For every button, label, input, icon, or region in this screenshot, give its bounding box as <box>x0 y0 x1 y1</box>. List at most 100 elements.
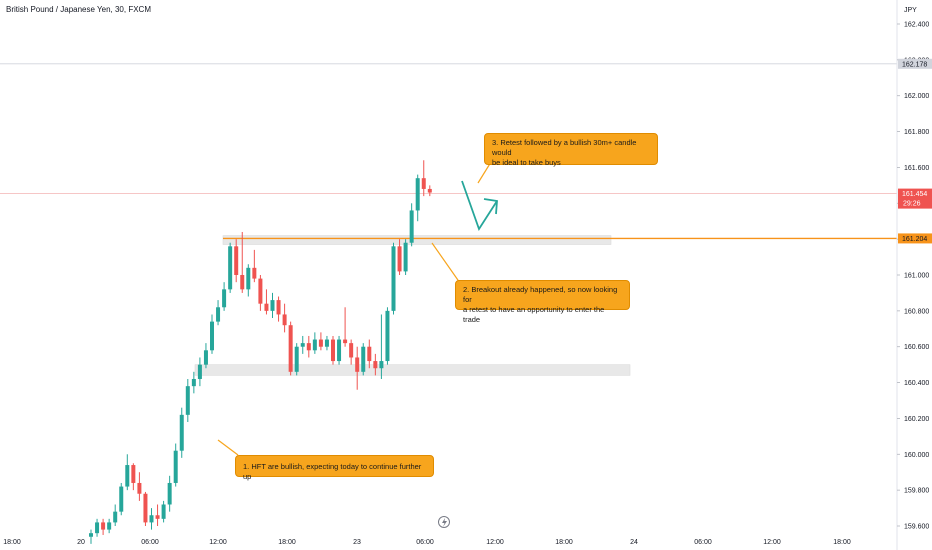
chart-title: British Pound / Japanese Yen, 30, FXCM <box>6 5 151 14</box>
candle-body <box>107 522 112 530</box>
projection-arrow-head <box>483 198 498 215</box>
candle-body <box>367 346 372 362</box>
candle-body <box>234 246 239 275</box>
candle-body <box>101 522 106 530</box>
candle-body <box>222 289 227 308</box>
callout-pointer-3 <box>477 161 492 184</box>
candle-body <box>288 325 293 372</box>
price-tick-label: 160.000 <box>904 452 929 459</box>
candle <box>264 289 269 315</box>
candle <box>216 300 221 326</box>
callout-note-1-text: 1. HFT are bullish, expecting today to c… <box>243 462 422 481</box>
candle <box>161 500 166 523</box>
high-price-tag-bg <box>898 58 932 69</box>
candle-body <box>252 267 257 279</box>
candle <box>355 346 360 390</box>
candle-body <box>185 386 190 415</box>
candle-body <box>155 515 160 519</box>
callout-note-2-line-1: 2. Breakout already happened, so now loo… <box>463 285 618 304</box>
candle <box>397 239 402 275</box>
price-axis-currency: JPY <box>904 7 917 14</box>
candle <box>282 303 287 333</box>
price-tick-label: 160.400 <box>904 380 929 387</box>
level-price-tag: 161.204 <box>902 236 927 243</box>
candle-body <box>343 339 348 344</box>
candle-body <box>361 346 366 372</box>
candle <box>95 518 100 537</box>
candle-body <box>119 486 124 512</box>
callout-note-1[interactable]: 1. HFT are bullish, expecting today to c… <box>235 455 434 481</box>
candle-body <box>379 361 384 369</box>
candle-body <box>403 242 408 272</box>
candle <box>343 307 348 347</box>
high-price-tag: 162.178 <box>902 61 927 68</box>
candle-body <box>179 414 184 451</box>
level-price-tag-bg <box>898 233 932 244</box>
candle-body <box>149 515 154 523</box>
candle <box>324 335 329 351</box>
candle-body <box>167 482 172 505</box>
candle <box>228 242 233 293</box>
candle-body <box>131 465 136 483</box>
lightning-icon[interactable] <box>438 516 450 528</box>
candle-body <box>421 178 426 189</box>
candle-body <box>264 303 269 311</box>
candle <box>246 264 251 297</box>
callout-note-2[interactable]: 2. Breakout already happened, so now loo… <box>455 280 630 324</box>
candle-body <box>337 339 342 362</box>
candle-body <box>89 533 93 537</box>
price-tick-label: 161.800 <box>904 129 929 136</box>
time-tick-label: 18:00 <box>278 539 296 546</box>
range-zone <box>194 364 631 376</box>
candle-body <box>95 522 100 534</box>
candle <box>270 292 275 319</box>
candle <box>367 339 372 369</box>
candle <box>409 203 414 247</box>
callout-note-3[interactable]: 3. Retest followed by a bullish 30m+ can… <box>484 133 658 167</box>
candle <box>185 378 190 423</box>
candle-body <box>113 511 118 523</box>
candle <box>137 472 142 501</box>
candle <box>234 239 239 283</box>
candle-body <box>397 246 402 272</box>
time-tick-label: 24 <box>630 539 638 546</box>
time-tick-label: 12:00 <box>209 539 227 546</box>
candle-body <box>173 450 178 483</box>
candle <box>197 357 202 387</box>
candle <box>107 518 112 534</box>
candle <box>385 307 390 365</box>
candle <box>306 335 311 358</box>
candle <box>349 339 354 365</box>
candle <box>210 314 214 354</box>
time-tick-label: 06:00 <box>141 539 159 546</box>
time-tick-label: 18:00 <box>833 539 851 546</box>
candle-body <box>203 350 208 365</box>
candle-body <box>306 343 311 351</box>
price-tick-label: 161.000 <box>904 273 929 280</box>
time-tick-label: 06:00 <box>694 539 712 546</box>
candle-body <box>258 278 263 304</box>
callout-note-3-line-2: be ideal to take buys <box>492 158 561 167</box>
last-price-tag-bg <box>898 188 932 209</box>
candle <box>125 454 130 491</box>
candle-body <box>427 188 432 193</box>
candle <box>131 463 136 491</box>
candle <box>258 275 263 311</box>
candle <box>149 508 154 530</box>
candle <box>113 504 118 526</box>
candle-body <box>349 343 354 358</box>
price-tick-label: 160.200 <box>904 416 929 423</box>
candle <box>143 491 148 526</box>
candle-body <box>331 339 335 362</box>
candle <box>415 174 420 222</box>
candle-body <box>161 504 166 519</box>
candle-body <box>228 246 233 290</box>
price-tick-label: 162.000 <box>904 93 929 100</box>
candle-body <box>294 346 299 372</box>
price-tick-label: 161.600 <box>904 165 929 172</box>
candle <box>331 335 335 365</box>
candle <box>240 231 245 293</box>
candle <box>361 343 366 376</box>
candle <box>318 332 323 351</box>
